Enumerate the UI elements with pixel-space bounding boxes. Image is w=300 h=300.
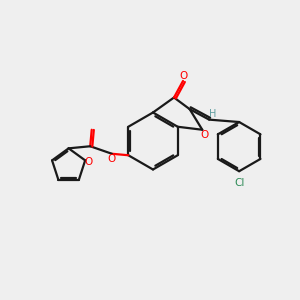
Text: H: H [209, 109, 216, 119]
Text: O: O [201, 130, 209, 140]
Text: Cl: Cl [234, 178, 244, 188]
Text: O: O [179, 70, 188, 81]
Text: O: O [84, 157, 92, 167]
Text: O: O [107, 154, 115, 164]
